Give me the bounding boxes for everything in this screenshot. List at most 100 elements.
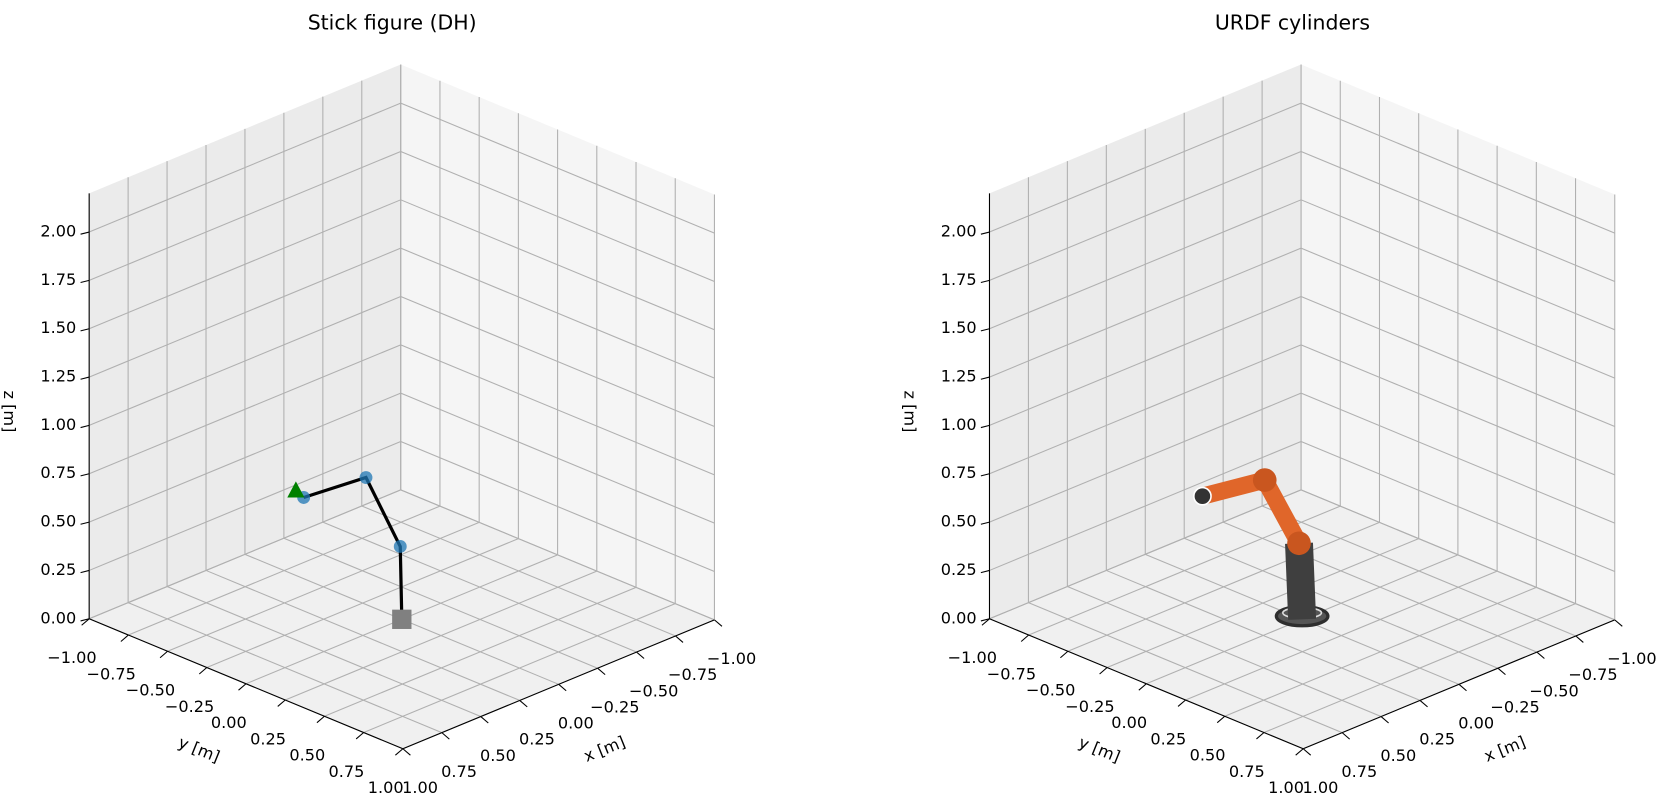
grid-line <box>88 441 401 571</box>
tick-mark <box>1020 634 1030 642</box>
z-tick-label: 0.00 <box>40 608 76 627</box>
grid-line <box>989 392 1302 523</box>
z-tick-label: 1.00 <box>40 415 76 434</box>
tick-mark <box>120 634 129 642</box>
grid-line <box>1300 102 1615 234</box>
z-axis-label: z [m] <box>0 391 19 433</box>
y-tick-label: −0.75 <box>987 664 1036 683</box>
x-tick-label: −0.50 <box>629 681 678 700</box>
y-tick-label: −0.50 <box>1026 681 1075 700</box>
tick-mark <box>1256 732 1265 740</box>
y-tick-label: −1.00 <box>948 648 997 667</box>
tick-mark <box>1216 715 1226 724</box>
x-tick-label: 1.00 <box>1302 778 1338 797</box>
z-tick-label: 1.75 <box>40 270 76 289</box>
z-tick-label: 0.75 <box>40 463 76 482</box>
x-tick-label: 0.25 <box>519 730 555 749</box>
z-tick-label: 1.25 <box>40 367 76 386</box>
tick-mark <box>355 732 365 740</box>
grid-line <box>1300 489 1615 621</box>
y-tick-label: 0.25 <box>250 729 286 748</box>
tick-mark <box>198 667 208 675</box>
grid-line <box>206 538 519 669</box>
grid-line <box>1300 150 1615 282</box>
y-tick-label: −0.25 <box>165 697 214 716</box>
x-tick-label: 0.00 <box>1458 714 1494 733</box>
tick-mark <box>1575 635 1584 643</box>
grid-line <box>1300 247 1615 379</box>
grid-line <box>1300 441 1615 573</box>
grid-line <box>400 247 715 379</box>
y-tick-label: 0.75 <box>329 762 365 781</box>
tick-mark <box>80 279 90 284</box>
x-tick-label: −0.25 <box>590 697 639 716</box>
tick-mark <box>80 618 90 622</box>
tick-mark <box>558 683 567 692</box>
joint <box>1287 531 1311 556</box>
z-tick-label: 1.75 <box>941 270 977 289</box>
tick-mark <box>1295 748 1304 756</box>
tick-mark <box>80 376 90 380</box>
tick-mark <box>80 424 90 429</box>
grid-line <box>88 296 401 426</box>
grid-line <box>400 441 715 573</box>
grid-line <box>88 150 401 281</box>
grid-line <box>88 392 401 523</box>
tick-mark <box>238 683 247 691</box>
tick-mark <box>402 748 411 756</box>
grid-line <box>989 296 1302 426</box>
tick-mark <box>80 473 90 477</box>
grid-line <box>167 521 480 652</box>
tick-mark <box>395 748 404 756</box>
z-tick-label: 0.25 <box>941 560 977 579</box>
y-tick-label: 0.75 <box>1229 762 1265 781</box>
z-tick-label: 0.50 <box>941 512 977 531</box>
grid-line <box>989 199 1302 330</box>
y-tick-label: −0.75 <box>87 664 136 683</box>
tick-mark <box>159 650 168 659</box>
x-tick-label: 0.25 <box>1419 730 1455 749</box>
tick-mark <box>1302 748 1312 756</box>
z-tick-label: 0.00 <box>941 608 977 627</box>
grid-line <box>1224 586 1537 717</box>
grid-line <box>400 150 715 282</box>
grid-line <box>1300 296 1615 427</box>
tick-mark <box>1060 650 1069 659</box>
y-tick-label: −1.00 <box>47 648 96 667</box>
x-tick-label: 0.75 <box>1341 762 1377 781</box>
x-tick-label: 0.50 <box>1380 746 1416 765</box>
tick-mark <box>81 618 90 626</box>
grid-line <box>363 603 676 734</box>
grid-line <box>88 199 401 330</box>
tick-mark <box>1099 667 1108 675</box>
y-tick-label: −0.25 <box>1065 697 1114 716</box>
grid-line <box>400 296 715 427</box>
y-tick-label: 1.00 <box>368 778 404 797</box>
y-tick-label: 0.00 <box>1111 713 1147 732</box>
y-tick-label: 1.00 <box>1268 778 1304 797</box>
y-tick-label: −0.50 <box>126 681 175 700</box>
chart-title: URDF cylinders <box>1215 11 1370 35</box>
x-tick-label: 0.50 <box>480 746 516 765</box>
base-marker <box>392 609 412 629</box>
tick-mark <box>980 618 990 622</box>
tick-mark <box>1138 683 1147 691</box>
grid-line <box>400 199 715 331</box>
y-tick-label: 0.50 <box>1190 746 1226 765</box>
x-tick-label: −1.00 <box>707 649 756 668</box>
tick-mark <box>980 473 990 477</box>
z-tick-label: 1.00 <box>941 415 977 434</box>
joint-marker <box>393 540 407 553</box>
tick-mark <box>80 569 90 574</box>
joint-marker <box>359 471 373 484</box>
arm-line <box>303 475 404 620</box>
y-axis-label: y [m] <box>176 733 223 767</box>
grid-line <box>989 489 1302 620</box>
grid-line <box>128 505 441 636</box>
tick-mark <box>316 715 325 724</box>
tick-mark <box>980 231 990 235</box>
joint <box>1193 486 1212 506</box>
tick-mark <box>714 619 723 627</box>
z-tick-label: 1.50 <box>40 318 76 337</box>
